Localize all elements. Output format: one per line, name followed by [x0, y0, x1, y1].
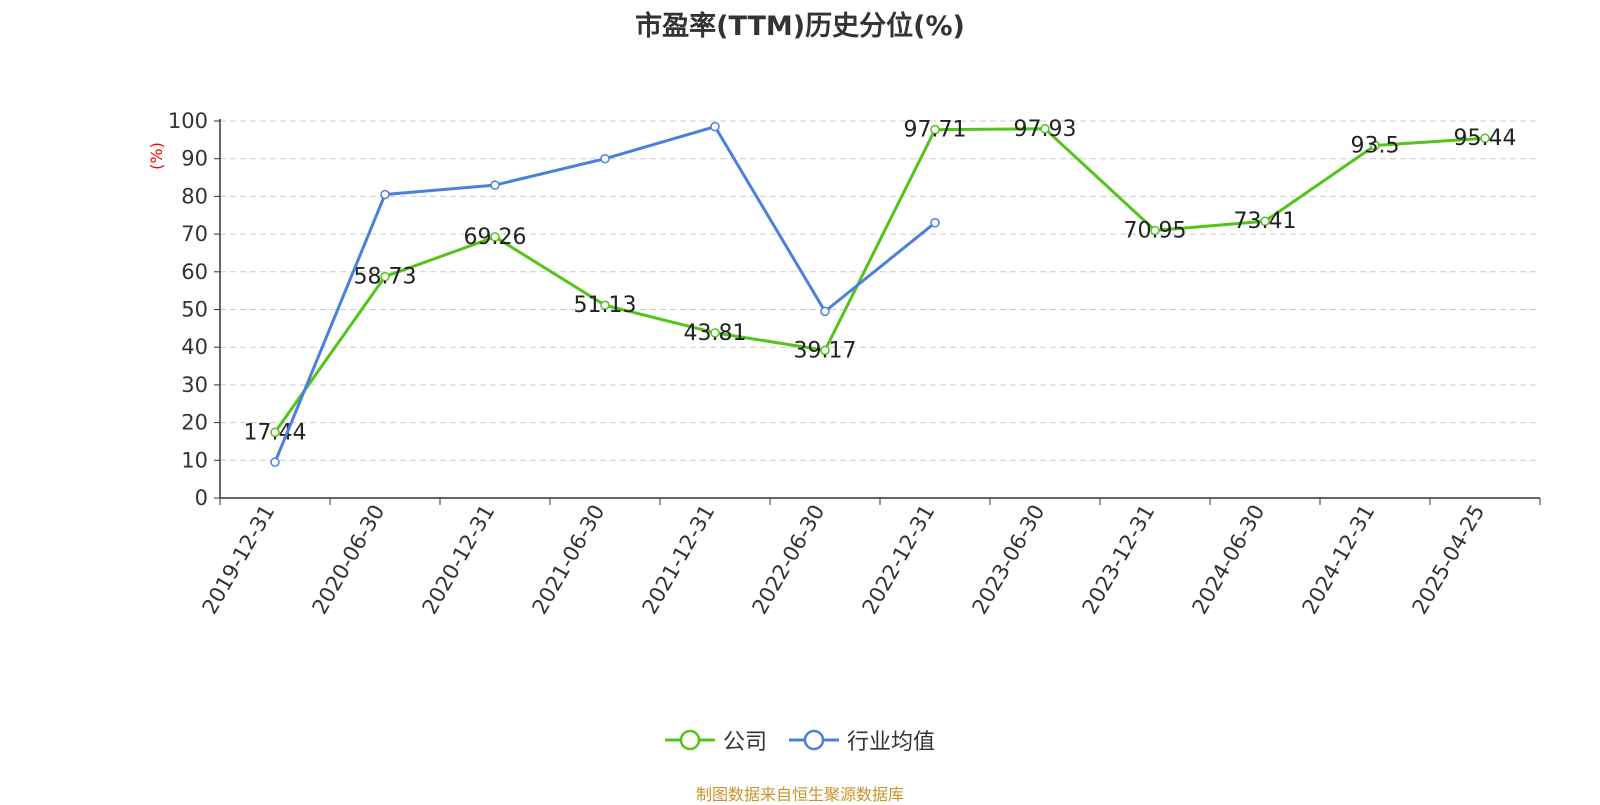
data-point	[1150, 225, 1160, 236]
legend-item-company[interactable]: 公司	[664, 724, 767, 756]
x-tick-label: 2023-12-31	[1078, 501, 1160, 619]
data-label: 97.71	[904, 118, 967, 143]
y-tick-label: 60	[181, 260, 208, 284]
x-tick-label: 2020-12-31	[418, 501, 500, 619]
legend-industry-icon	[789, 729, 839, 751]
data-point	[710, 328, 720, 338]
data-label: 93.5	[1351, 134, 1400, 159]
data-point	[490, 232, 500, 242]
data-point	[1480, 133, 1490, 143]
data-label: 58.73	[354, 265, 417, 290]
x-tick-label: 2020-06-30	[308, 501, 390, 619]
y-tick-label: 80	[181, 184, 208, 208]
data-point	[1040, 124, 1050, 134]
legend: 公司 行业均值	[0, 724, 1600, 756]
data-label: 70.95	[1124, 219, 1187, 244]
data-point	[930, 218, 940, 228]
y-tick-label: 0	[195, 486, 208, 510]
y-tick-label: 50	[181, 298, 208, 322]
data-point	[930, 124, 940, 135]
x-tick-label: 2022-06-30	[748, 501, 830, 619]
data-point	[600, 153, 610, 164]
legend-company-label: 公司	[722, 730, 767, 755]
x-tick-label: 2021-12-31	[638, 501, 720, 619]
data-point	[820, 345, 830, 356]
data-label: 69.26	[464, 225, 527, 250]
legend-item-industry[interactable]: 行业均值	[789, 724, 935, 756]
data-point	[270, 427, 280, 438]
legend-industry-label: 行业均值	[847, 730, 936, 755]
chart-title: 市盈率(TTM)历史分位(%)	[635, 11, 965, 42]
y-tick-label: 70	[181, 222, 208, 246]
data-point	[710, 121, 720, 132]
data-label: 95.44	[1454, 126, 1517, 151]
series-line	[273, 127, 1486, 434]
data-point	[380, 271, 390, 282]
data-point	[270, 457, 280, 467]
x-tick-label: 2022-12-31	[858, 501, 940, 619]
data-point	[490, 180, 500, 190]
data-point	[600, 300, 610, 310]
source-note: 制图数据来自恒生聚源数据库	[695, 785, 904, 804]
y-tick-label: 90	[181, 147, 208, 171]
x-tick-label: 2024-06-30	[1188, 501, 1270, 619]
y-tick-label: 100	[168, 109, 208, 133]
data-point	[820, 306, 830, 317]
data-point	[1370, 140, 1380, 151]
data-label: 51.13	[574, 293, 637, 318]
y-tick-label: 10	[181, 448, 208, 472]
data-label: 39.17	[794, 338, 857, 363]
x-tick-label: 2025-04-25	[1408, 501, 1490, 619]
y-tick-label: 20	[181, 411, 208, 435]
data-label: 97.93	[1014, 117, 1077, 142]
x-tick-label: 2024-12-31	[1298, 501, 1380, 619]
data-point	[380, 189, 390, 200]
x-tick-label: 2023-06-30	[968, 501, 1050, 619]
legend-company-icon	[664, 729, 715, 751]
data-label: 43.81	[684, 321, 747, 346]
data-label: 73.41	[1234, 209, 1297, 234]
data-label: 17.44	[244, 420, 307, 445]
y-tick-label: 30	[181, 373, 208, 397]
data-point	[1260, 216, 1270, 226]
y-axis-label: (%)	[147, 142, 166, 170]
x-tick-label: 2021-06-30	[528, 501, 610, 619]
y-tick-label: 40	[181, 335, 208, 359]
x-tick-label: 2019-12-31	[198, 501, 280, 619]
